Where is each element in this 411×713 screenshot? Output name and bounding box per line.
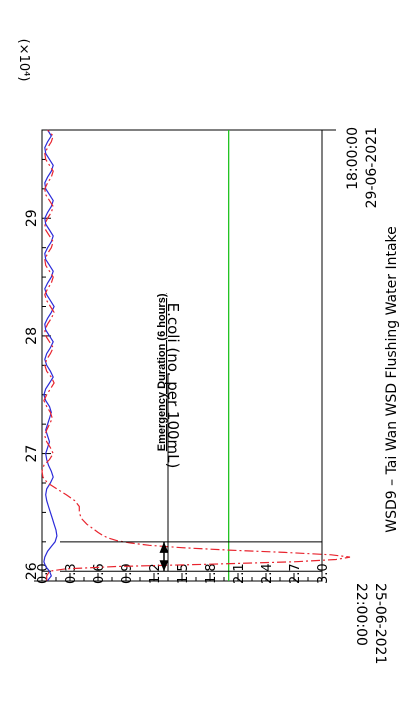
x-tick-label: 27 xyxy=(24,445,40,463)
y-axis-label: E.coli (no. per 100mL) xyxy=(164,303,182,469)
x-end-time: 18:00:00 xyxy=(345,127,361,190)
annotation-label: Emergency Duration (6 hours) xyxy=(156,293,168,451)
x-start-time: 22:00:00 xyxy=(353,583,369,646)
y-multiplier-label: (×10⁴) xyxy=(16,39,31,82)
x-start-date: 25-06-2021 xyxy=(372,583,388,664)
annotation-arrowhead-end xyxy=(159,541,169,553)
x-end-date: 29-06-2021 xyxy=(364,127,380,208)
y-tick-label: 1.8 xyxy=(204,563,219,584)
y-tick-label: 0.9 xyxy=(120,563,135,584)
y-tick-label: 0.6 xyxy=(92,563,107,584)
x-tick-label: 29 xyxy=(24,209,40,227)
y-tick-label: 2.4 xyxy=(260,563,275,584)
x-tick-label: 26 xyxy=(24,562,40,580)
annotation-arrowhead-start xyxy=(159,560,169,572)
y-tick-label: 0.3 xyxy=(64,563,79,584)
x-tick-label: 28 xyxy=(24,327,40,345)
y-tick-label: 1.5 xyxy=(176,563,191,584)
y-tick-label: 2.1 xyxy=(232,563,247,584)
y-tick-label: 3.0 xyxy=(316,563,331,584)
y-tick-label: 2.7 xyxy=(288,563,303,584)
data-series-line xyxy=(43,129,58,581)
data-series-line xyxy=(41,129,351,581)
y-tick-label: 1.2 xyxy=(148,563,163,584)
chart-title: WSD9 – Tai Wan WSD Flushing Water Intake xyxy=(384,226,400,533)
